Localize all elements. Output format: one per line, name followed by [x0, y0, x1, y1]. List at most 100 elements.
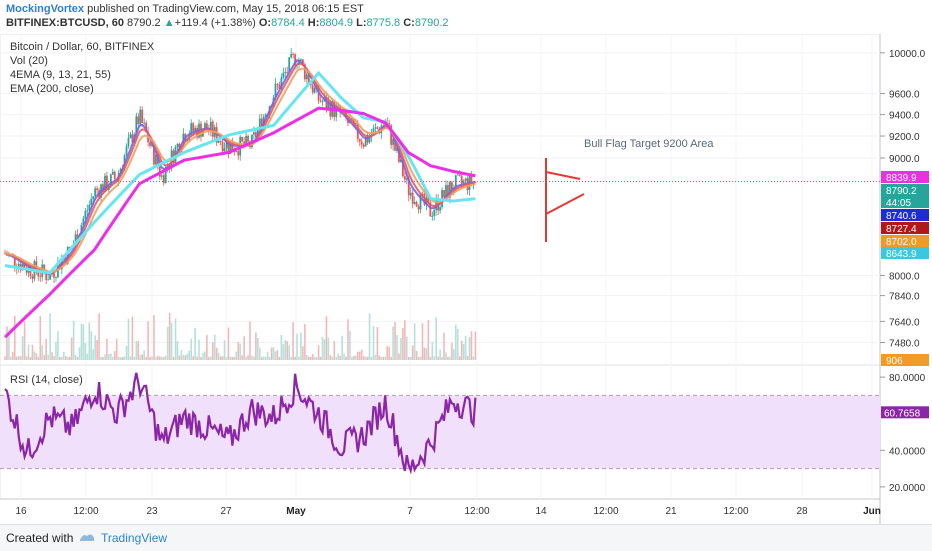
candle-body [143, 122, 146, 124]
volume-bar [35, 353, 38, 360]
candle-body [354, 123, 357, 125]
volume-bar [4, 356, 6, 360]
volume-bar [82, 324, 85, 360]
symbol-label[interactable]: BITFINEX:BTCUSD, 60 [6, 17, 124, 29]
volume-bar [64, 355, 67, 360]
volume-bar [227, 327, 230, 360]
volume-bar [233, 356, 236, 360]
candle-body [401, 159, 404, 177]
price-tick-label: 8000.0 [889, 271, 920, 282]
price-label-box [881, 235, 929, 247]
price-tick-label: 9000.0 [889, 154, 920, 165]
volume-bar [208, 356, 210, 360]
legend-rsi: RSI (14, close) [10, 374, 83, 386]
volume-bar [292, 322, 294, 360]
volume-bar [302, 346, 304, 360]
candle-body [321, 101, 324, 103]
candle-body [449, 182, 451, 198]
volume-bar [196, 356, 198, 360]
volume-bar [139, 355, 142, 360]
volume-bar [374, 355, 377, 360]
volume-bar [264, 356, 267, 360]
volume-bar [170, 322, 173, 360]
created-with-text: Created with [6, 531, 74, 545]
volume-bar [172, 356, 175, 360]
volume-bar [274, 351, 277, 360]
time-tick-label: 16 [15, 506, 27, 517]
candle-body [247, 135, 249, 142]
volume-bar [382, 356, 385, 360]
candle-body [398, 147, 400, 162]
flag-lower-line[interactable] [545, 193, 585, 215]
price-label-text: 44:05 [886, 198, 911, 209]
author-link[interactable]: MockingVortex [6, 3, 85, 15]
candle-body [303, 64, 306, 80]
volume-bar [419, 356, 422, 360]
volume-bar [333, 340, 336, 360]
volume-bar [306, 355, 308, 360]
volume-bar [327, 337, 330, 360]
candle-body [74, 234, 77, 245]
legend-4ema: 4EMA (9, 13, 21, 55) [10, 69, 111, 81]
candle-body [286, 72, 289, 73]
candle-body [17, 263, 20, 269]
volume-bar [421, 323, 424, 360]
candle-body [309, 83, 312, 86]
volume-bar [300, 332, 302, 360]
candle-body [90, 198, 93, 205]
volume-bar [304, 324, 306, 360]
candle-body [290, 53, 293, 58]
candle-body [394, 138, 396, 151]
candle-body [137, 116, 140, 125]
candle-body [300, 59, 302, 61]
volume-bar [376, 326, 379, 360]
volume-bar [110, 353, 112, 360]
volume-bar [159, 356, 161, 360]
chart-canvas[interactable]: 10000.0 9600.0 9400.0 9200.0 9000.0 8000.0 784… [0, 34, 932, 524]
volume-bar [239, 343, 241, 360]
trendline-drawings[interactable] [545, 158, 585, 242]
ema-fast-line [4, 62, 476, 275]
volume-bar [137, 340, 140, 360]
candle-body [411, 192, 414, 204]
rsi-tick-label: 80.0000 [889, 373, 926, 384]
price-axis[interactable]: 10000.0 9600.0 9400.0 9200.0 9000.0 8000.0 784… [880, 49, 926, 494]
flag-upper-line[interactable] [545, 171, 581, 180]
candle-body [227, 142, 230, 154]
tradingview-brand[interactable]: TradingView [101, 531, 168, 545]
price-tick-label: 9400.0 [889, 111, 920, 122]
time-axis[interactable]: 16 12:00 23 27 May 7 12:00 14 12:00 21 12:00 28 Jun [15, 506, 880, 517]
price-label-box [881, 184, 929, 196]
volume-bar [186, 353, 189, 360]
legend-ema200: EMA (200, close) [10, 83, 94, 95]
candle-body [358, 138, 361, 142]
volume-bar [455, 324, 457, 360]
last-price: 8790.2 [127, 17, 161, 29]
volume-bar [394, 321, 396, 360]
candle-body [302, 59, 304, 65]
volume-bar [468, 336, 471, 360]
candle-body [362, 144, 365, 147]
volume-bar [153, 314, 155, 360]
candle-body [388, 123, 391, 126]
volume-bar [145, 356, 147, 360]
volume-bar [368, 313, 371, 360]
volume-bar [435, 317, 437, 360]
volume-bar [417, 356, 420, 360]
volume-bar [21, 336, 24, 360]
candle-body [366, 137, 369, 143]
volume-bar [98, 313, 100, 360]
volume-bar [237, 341, 240, 360]
candle-body [31, 276, 34, 279]
volume-bar [259, 347, 261, 360]
ema-lines [0, 59, 880, 339]
header-row-2: BITFINEX:BTCUSD, 60 8790.2 ▲+119.4 (+1.3… [6, 16, 449, 30]
candle-body [417, 206, 420, 210]
volume-bar [127, 318, 130, 360]
volume-bar [17, 356, 20, 360]
volume-bar [23, 321, 26, 360]
candle-body [264, 114, 267, 117]
volume-bar [404, 320, 406, 360]
volume-bar [364, 356, 367, 360]
volume-bar [147, 321, 149, 360]
